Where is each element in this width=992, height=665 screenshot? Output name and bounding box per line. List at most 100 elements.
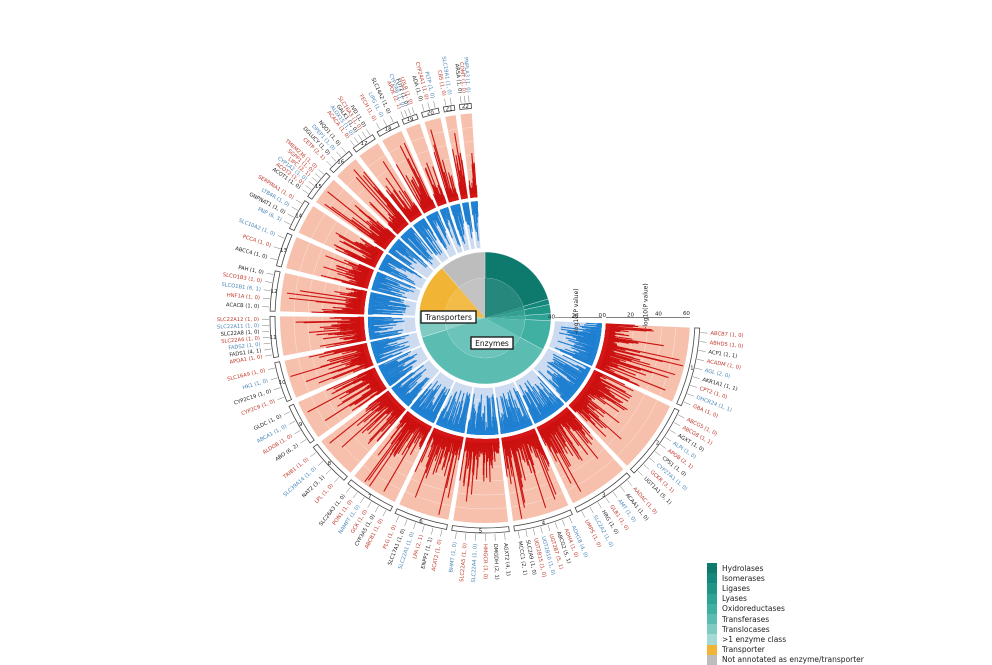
gene-label-connector (434, 101, 436, 108)
gene-label-connector (362, 132, 366, 138)
chromosome-13-label: 13 (280, 248, 287, 254)
gene-label-connector (318, 461, 323, 466)
gene-label: ABCB7 (1, 0) (710, 331, 743, 339)
chromosome-3-label: 3 (602, 493, 606, 499)
gene-label-connector (396, 516, 399, 522)
gene-label-connector (422, 525, 424, 532)
legend-item: Isomerases (707, 573, 967, 583)
chromosome-2-label: 2 (656, 440, 660, 446)
gene-label-connector (413, 523, 415, 530)
legend-item: Oxidoreductases (707, 604, 967, 614)
gene-label-connector (690, 385, 697, 387)
chromosome-16-label: 16 (337, 160, 344, 166)
chromosome-17-label: 17 (361, 141, 368, 147)
chromosome-21-label: 21 (446, 106, 453, 112)
gene-label-connector (697, 359, 704, 360)
gene-label-connector (295, 430, 301, 434)
gene-label-connector (638, 471, 643, 476)
gene-label-connector (699, 350, 706, 351)
gene-label-connector (445, 99, 446, 106)
gene-label-connector (401, 111, 404, 117)
gene-label-connector (300, 439, 306, 443)
gene-label-connector (284, 221, 290, 224)
legend-label: Lyases (722, 594, 747, 603)
gene-label-connector (627, 480, 632, 485)
transporters-label: Transporters (424, 313, 472, 322)
gene-label-connector (331, 156, 336, 161)
gene-label-connector (336, 152, 341, 157)
legend-item: >1 enzyme class (707, 634, 967, 644)
chromosome-6-label: 6 (419, 519, 423, 525)
legend-label: Not annotated as enzyme/transporter (722, 655, 864, 664)
chromosome-9-label: 9 (299, 422, 303, 428)
gene-label-connector (383, 510, 386, 516)
legend-item: Not annotated as enzyme/transporter (707, 655, 967, 665)
gene-label-connector (644, 464, 649, 469)
gene-label-connector (606, 497, 610, 503)
gene-label-connector (353, 492, 357, 498)
legend-swatch (707, 614, 717, 624)
enzymes-label: Enzymes (475, 339, 509, 348)
gene-label-connector (660, 444, 666, 448)
gene-label-connector (674, 422, 680, 425)
gene-label-connector (582, 511, 585, 517)
gene-label-connector (526, 530, 527, 537)
gene-label: HMGCR (3, 0) (482, 544, 488, 579)
legend: Hydrolases Isomerases Ligases Lyases Oxi… (707, 563, 967, 665)
gene-label-connector (375, 506, 378, 512)
chromosome-5-label: 5 (479, 529, 483, 535)
inner-baseline (471, 201, 478, 206)
outer-axis-tick: 20 (627, 312, 634, 318)
gene-label-connector (518, 531, 519, 538)
gene-label-connector (306, 186, 312, 190)
chromosome-7-label: 7 (368, 495, 372, 501)
gene-label-connector (284, 412, 290, 415)
gene-label: ACP1 (1, 1) (708, 349, 738, 359)
outer-axis-tick: 40 (655, 312, 662, 318)
gene-label-connector (455, 532, 456, 539)
gene-label-connector (687, 394, 694, 396)
legend-label: Ligases (722, 584, 750, 593)
gene-label-connector (334, 477, 339, 482)
gene-label-connector (265, 281, 272, 282)
gene-label: PCCA (1, 0) (242, 234, 272, 249)
gene-label-connector (693, 377, 700, 379)
gene-label: SLCO1B1 (6, 1) (221, 282, 261, 293)
gene-label-connector (310, 452, 315, 456)
chromosome-14-label: 14 (295, 213, 302, 219)
legend-swatch (707, 624, 717, 634)
gene-label-connector (684, 402, 690, 405)
gene-label-connector (296, 200, 302, 204)
gene-label-connector (350, 140, 354, 146)
chromosome-20-label: 20 (427, 110, 434, 116)
gene-label-connector (598, 502, 602, 508)
legend-swatch (707, 655, 717, 665)
legend-swatch (707, 563, 717, 573)
gene-label-connector (422, 104, 424, 111)
legend-item: Transporter (707, 645, 967, 655)
gene-label-connector (460, 96, 461, 103)
outer-axis-title: -log10(P value) (643, 283, 650, 329)
gene-label-connector (533, 529, 535, 536)
inner-axis-tick: 40 (548, 314, 555, 320)
gene-label: BHMT (1, 0) (448, 542, 458, 573)
chromosome-22-label: 22 (462, 104, 469, 110)
gene-label-connector (278, 397, 285, 400)
gene-label-connector (292, 207, 298, 210)
legend-label: Oxidoreductases (722, 604, 785, 613)
gene-label-connector (649, 458, 654, 463)
gene-label-connector (665, 437, 671, 441)
legend-item: Translocases (707, 624, 967, 634)
legend-swatch (707, 645, 717, 655)
gene-label-connector (390, 116, 393, 122)
gene-label-connector (358, 135, 362, 141)
gene-label-connector (270, 258, 277, 260)
chromosome-1-label: 1 (690, 365, 694, 371)
legend-item: Ligases (707, 583, 967, 593)
gene-label-connector (288, 214, 294, 217)
outer-baseline (470, 193, 477, 198)
gene-label-connector (465, 533, 466, 540)
gene-label-connector (368, 502, 372, 508)
legend-swatch (707, 573, 717, 583)
gene-label: AGXT2 (4, 1) (502, 543, 511, 576)
